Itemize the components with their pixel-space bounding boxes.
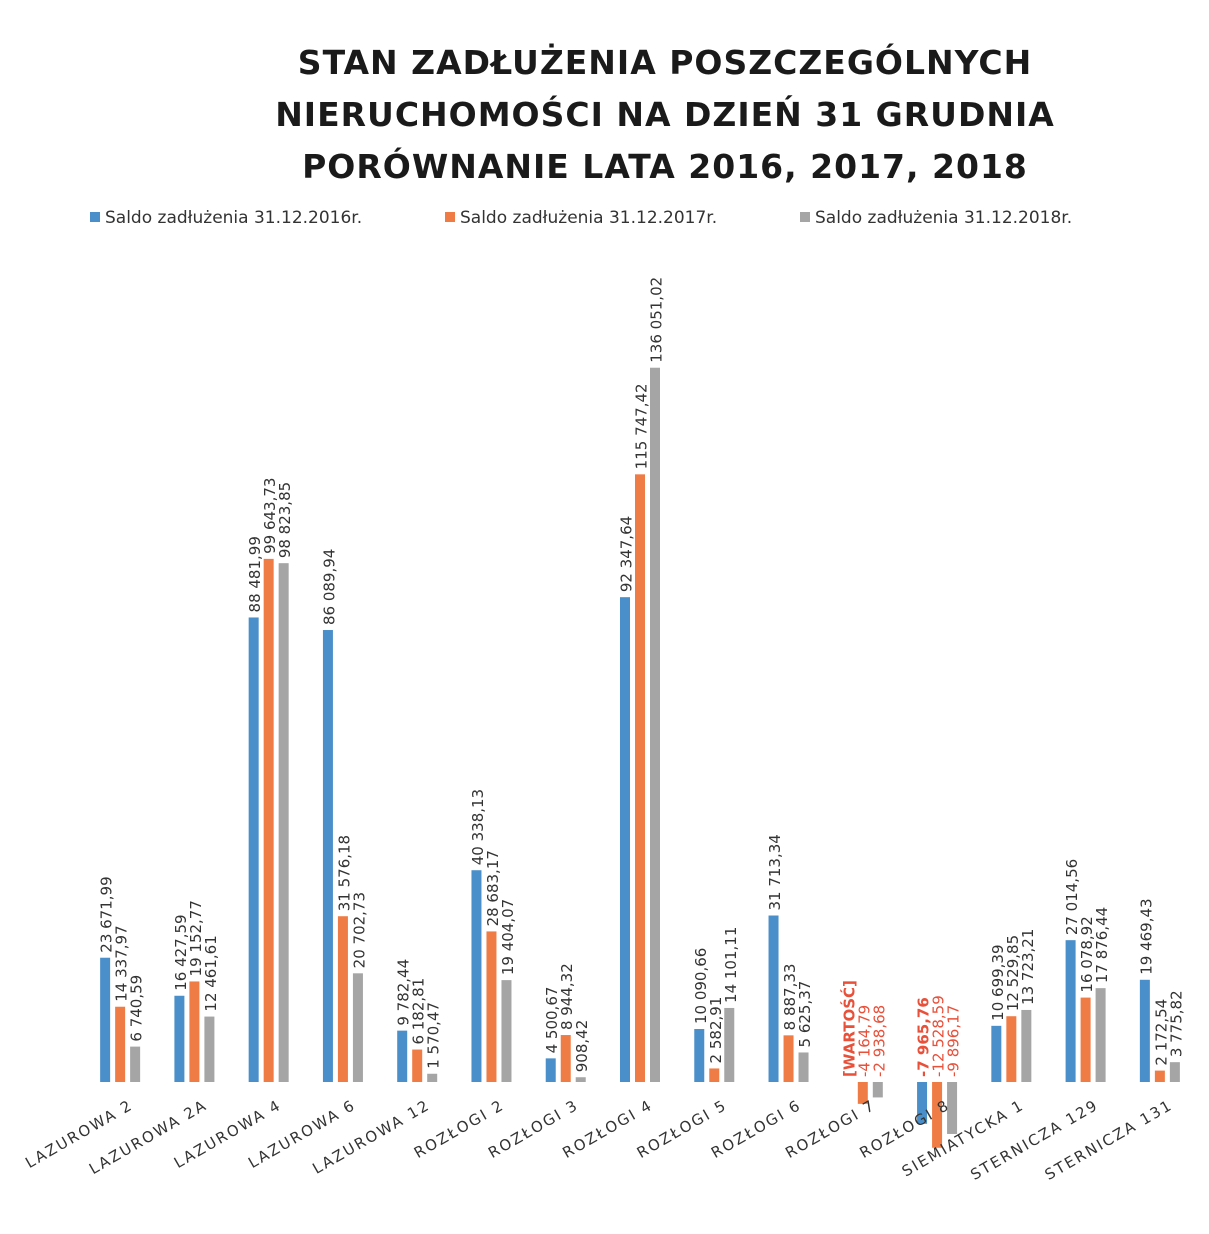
bar	[768, 915, 779, 1082]
legend-label: Saldo zadłużenia 31.12.2016r.	[105, 208, 362, 228]
value-label: 23 671,99	[98, 876, 116, 952]
bar	[1139, 979, 1150, 1082]
bar	[427, 1073, 438, 1082]
bar	[115, 1006, 126, 1082]
bar	[620, 597, 630, 1082]
bar	[501, 980, 512, 1082]
bar	[798, 1052, 809, 1082]
value-label: -7 965,76	[915, 997, 933, 1077]
bar	[575, 1077, 586, 1082]
value-label: 20 702,73	[350, 892, 368, 968]
value-label: 14 337,97	[113, 925, 131, 1001]
value-label: 6 182,81	[410, 978, 428, 1045]
value-label: -9 896,17	[945, 1005, 963, 1077]
bar	[189, 981, 200, 1082]
bar	[1080, 997, 1091, 1082]
value-label: 99 643,73	[261, 478, 279, 554]
bar	[397, 1030, 408, 1082]
value-label: 8 887,33	[781, 964, 799, 1031]
value-label: 4 500,67	[543, 987, 561, 1054]
value-label: 19 152,77	[187, 900, 205, 976]
bar	[1006, 1016, 1017, 1082]
bar	[1095, 988, 1106, 1082]
bar	[1169, 1062, 1180, 1082]
legend-swatch	[445, 212, 455, 222]
legend-swatch	[90, 212, 100, 222]
bar	[174, 995, 185, 1082]
value-label: 27 014,56	[1063, 859, 1081, 935]
bar	[545, 1058, 556, 1082]
chart-title: STAN ZADŁUŻENIA POSZCZEGÓLNYCH	[298, 42, 1032, 82]
bar	[783, 1035, 794, 1082]
value-label: 12 461,61	[202, 935, 220, 1011]
value-label: 16 078,92	[1078, 916, 1096, 992]
bar	[322, 630, 333, 1082]
bar	[872, 1082, 883, 1098]
legend-swatch	[800, 212, 810, 222]
value-label: -4 164,79	[855, 1005, 873, 1077]
bar	[694, 1029, 705, 1082]
bar	[263, 558, 274, 1082]
value-label: 88 481,99	[246, 536, 264, 612]
bar	[204, 1016, 215, 1082]
value-label: 2 582,91	[707, 997, 725, 1064]
bar	[650, 367, 660, 1082]
bar	[130, 1046, 141, 1082]
bar	[947, 1082, 958, 1134]
value-label: 10 090,66	[692, 948, 710, 1024]
bar	[337, 916, 348, 1082]
value-label: 14 101,11	[722, 927, 740, 1003]
value-label: 31 713,34	[766, 834, 784, 910]
bar	[635, 474, 645, 1082]
bar	[857, 1082, 868, 1104]
bar	[724, 1007, 735, 1082]
value-label: 13 723,21	[1019, 929, 1037, 1005]
legend-label: Saldo zadłużenia 31.12.2017r.	[460, 208, 717, 228]
value-label: 19 469,43	[1137, 898, 1155, 974]
bar	[352, 973, 363, 1082]
bar	[278, 563, 289, 1082]
value-label: 8 944,32	[558, 963, 576, 1030]
bar	[412, 1049, 423, 1082]
value-label: 92 347,64	[618, 516, 636, 592]
value-label: -12 528,59	[930, 995, 948, 1077]
bar	[1021, 1009, 1032, 1082]
legend-label: Saldo zadłużenia 31.12.2018r.	[815, 208, 1072, 228]
value-label: 86 089,94	[320, 549, 338, 625]
value-label: 6 740,59	[128, 975, 146, 1042]
value-label: 16 427,59	[172, 914, 190, 990]
bar	[917, 1082, 928, 1124]
value-label: 9 782,44	[395, 959, 413, 1026]
bar	[1154, 1070, 1165, 1082]
value-label: 908,42	[573, 1020, 591, 1073]
value-label: 12 529,85	[1004, 935, 1022, 1011]
bar	[560, 1035, 571, 1082]
value-label: 5 625,37	[796, 981, 814, 1048]
value-label: 19 404,07	[499, 899, 517, 975]
value-label: 28 683,17	[484, 850, 502, 926]
value-label: 31 576,18	[335, 835, 353, 911]
value-label: 2 172,54	[1152, 999, 1170, 1066]
value-label: 17 876,44	[1093, 907, 1111, 983]
bar	[248, 617, 259, 1082]
bar	[709, 1068, 720, 1082]
value-label: 115 747,42	[633, 383, 651, 469]
bar	[1065, 940, 1076, 1082]
value-label: 10 699,39	[989, 944, 1007, 1020]
chart-title: NIERUCHOMOŚCI NA DZIEŃ 31 GRUDNIA	[275, 94, 1055, 134]
value-label: 98 823,85	[276, 482, 294, 558]
bar	[486, 931, 497, 1082]
bar	[471, 870, 482, 1082]
value-label: 136 051,02	[648, 277, 666, 363]
value-label: 1 570,47	[425, 1002, 443, 1069]
bar	[932, 1082, 943, 1148]
bar	[100, 957, 111, 1082]
chart-title: PORÓWNANIE LATA 2016, 2017, 2018	[302, 146, 1028, 186]
bar	[991, 1025, 1002, 1082]
value-label: -2 938,68	[870, 1005, 888, 1077]
value-label: [WARTOŚĆ]	[839, 980, 858, 1077]
value-label: 3 775,82	[1167, 990, 1185, 1057]
value-label: 40 338,13	[469, 789, 487, 865]
